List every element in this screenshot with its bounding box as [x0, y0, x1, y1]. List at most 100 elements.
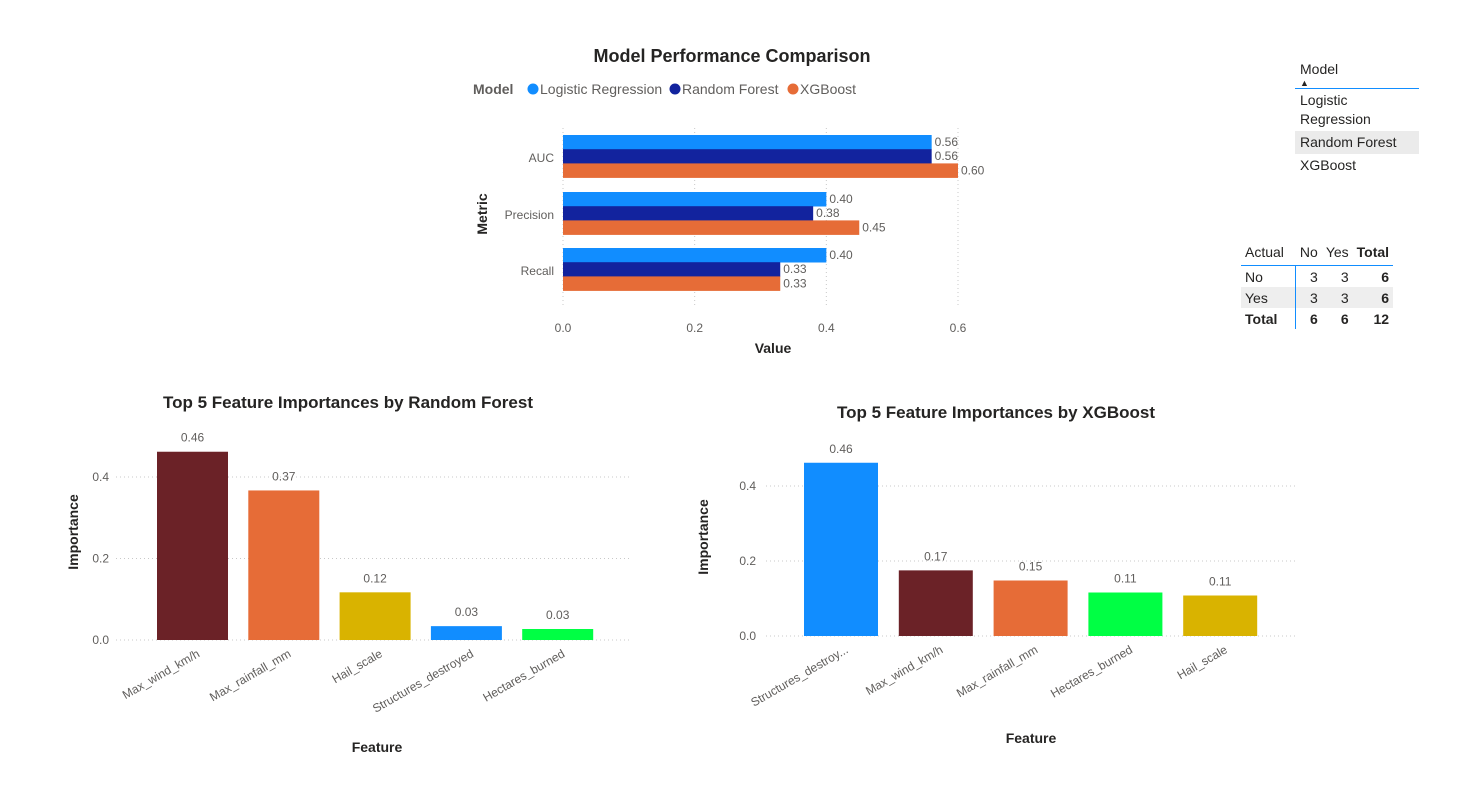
xgb-data-label: 0.15: [1019, 560, 1043, 574]
xgb-y-tick-label: 0.4: [739, 479, 756, 493]
model-slicer: Model ▲ Logistic Regression Random Fores…: [1295, 58, 1419, 177]
xgb-bar[interactable]: [1183, 595, 1258, 637]
slicer-item-label-line: Regression: [1300, 111, 1371, 127]
xgb-x-category-label: Hail_scale: [1175, 642, 1230, 682]
xgb-bar[interactable]: [804, 462, 878, 636]
matrix-cell-total: 6: [1381, 289, 1390, 306]
slicer-item-label-line: Logistic: [1300, 92, 1348, 108]
matrix-column-header[interactable]: Yes: [1325, 243, 1349, 260]
matrix-cell-total: 12: [1373, 310, 1390, 327]
matrix-row-label: Total: [1241, 308, 1297, 329]
slicer-item-xgboost[interactable]: XGBoost: [1295, 154, 1419, 177]
legend-label[interactable]: XGBoost: [800, 81, 856, 97]
y-category-label: Precision: [505, 208, 554, 222]
data-label: 0.33: [783, 262, 807, 276]
rf-x-category-label: Max_wind_km/h: [120, 646, 202, 701]
slicer-item-label: XGBoost: [1300, 157, 1357, 173]
x-tick-label: 0.4: [818, 321, 835, 335]
matrix-row-label: Yes: [1241, 287, 1297, 308]
data-label: 0.56: [935, 135, 959, 149]
rf-y-tick-label: 0.4: [92, 470, 109, 484]
x-axis-title: Value: [755, 340, 792, 356]
matrix-total-row[interactable]: Total 6 6 12: [1241, 308, 1393, 329]
matrix-header-row: Actual No Yes Total: [1241, 238, 1394, 266]
matrix-row[interactable]: No 3 3 6: [1241, 265, 1393, 287]
xgb-bar[interactable]: [993, 580, 1068, 637]
legend-label[interactable]: Random Forest: [682, 81, 779, 97]
matrix-cell: 3: [1310, 268, 1318, 285]
xgb-x-axis-title: Feature: [1006, 730, 1057, 746]
xgb-x-category-label: Structures_destroy...: [748, 642, 850, 709]
bar[interactable]: [563, 248, 827, 263]
matrix-column-header[interactable]: No: [1299, 243, 1318, 260]
rf-x-category-label: Hectares_burned: [480, 646, 567, 704]
rf-y-tick-label: 0.0: [92, 633, 109, 647]
bar[interactable]: [563, 276, 781, 291]
rf-data-label: 0.37: [272, 469, 296, 483]
legend-marker[interactable]: [527, 83, 539, 95]
slicer-item-logistic-regression[interactable]: Logistic Regression: [1295, 89, 1419, 131]
rf-bar[interactable]: [248, 490, 320, 640]
rf-bar[interactable]: [339, 592, 411, 640]
sort-ascending-icon[interactable]: ▲: [1300, 78, 1309, 88]
matrix-row[interactable]: Yes 3 3 6: [1241, 287, 1394, 308]
xgb-bar[interactable]: [898, 570, 973, 636]
y-category-label: AUC: [529, 151, 555, 165]
matrix-cell-total: 6: [1310, 310, 1318, 327]
bar[interactable]: [563, 262, 781, 277]
data-label: 0.56: [935, 149, 959, 163]
rf-data-label: 0.03: [455, 605, 479, 619]
bar[interactable]: [563, 220, 860, 235]
xgb-y-tick-label: 0.0: [739, 629, 756, 643]
slicer-item-label: Random Forest: [1300, 134, 1397, 150]
y-axis-title: Metric: [474, 193, 490, 234]
rf-bar[interactable]: [430, 626, 502, 640]
xgb-x-category-label: Max_wind_km/h: [863, 642, 945, 697]
data-label: 0.45: [862, 220, 886, 234]
bar[interactable]: [563, 163, 958, 178]
rf-bar[interactable]: [157, 451, 228, 640]
xgb-chart-title: Top 5 Feature Importances by XGBoost: [837, 403, 1155, 422]
slicer-header: Model: [1300, 61, 1339, 77]
bar[interactable]: [563, 206, 814, 221]
chart-title: Model Performance Comparison: [593, 46, 870, 66]
xgb-data-label: 0.46: [829, 442, 853, 456]
data-label: 0.38: [816, 206, 840, 220]
xgb-bar[interactable]: [1088, 592, 1163, 637]
rf-bar[interactable]: [522, 628, 594, 640]
rf-y-axis-title: Importance: [65, 494, 81, 570]
x-tick-label: 0.2: [686, 321, 703, 335]
legend-title: Model: [473, 81, 513, 97]
matrix-cell: 3: [1340, 268, 1349, 285]
xgb-x-category-label: Hectares_burned: [1048, 642, 1135, 700]
matrix-cell: 3: [1340, 289, 1349, 306]
rf-data-label: 0.03: [546, 608, 570, 622]
xgb-data-label: 0.11: [1114, 572, 1137, 586]
slicer-item-random-forest[interactable]: Random Forest: [1295, 131, 1419, 154]
bar[interactable]: [563, 135, 932, 150]
matrix-corner-header[interactable]: Actual: [1245, 243, 1284, 260]
matrix-column-header-total[interactable]: Total: [1356, 243, 1390, 260]
xgb-x-category-label: Max_rainfall_mm: [954, 642, 1040, 700]
bar[interactable]: [563, 149, 932, 164]
rf-chart-title: Top 5 Feature Importances by Random Fore…: [163, 393, 533, 412]
y-category-label: Recall: [521, 264, 554, 278]
data-label: 0.60: [961, 163, 985, 177]
x-tick-label: 0.6: [950, 321, 967, 335]
matrix-cell-total: 6: [1340, 310, 1349, 327]
slicer-divider: [1295, 88, 1419, 89]
rf-y-tick-label: 0.2: [92, 552, 109, 566]
matrix-row-label: No: [1241, 265, 1297, 287]
x-tick-label: 0.0: [555, 321, 572, 335]
legend-marker[interactable]: [787, 83, 799, 95]
rf-x-category-label: Structures_destroyed: [370, 646, 476, 715]
xgb-data-label: 0.11: [1209, 575, 1232, 589]
legend-label[interactable]: Logistic Regression: [540, 81, 662, 97]
bar[interactable]: [563, 192, 827, 207]
xgb-y-tick-label: 0.2: [739, 554, 756, 568]
rf-x-axis-title: Feature: [352, 739, 403, 755]
legend-marker[interactable]: [669, 83, 681, 95]
data-label: 0.40: [829, 248, 853, 262]
rf-data-label: 0.12: [363, 571, 387, 585]
